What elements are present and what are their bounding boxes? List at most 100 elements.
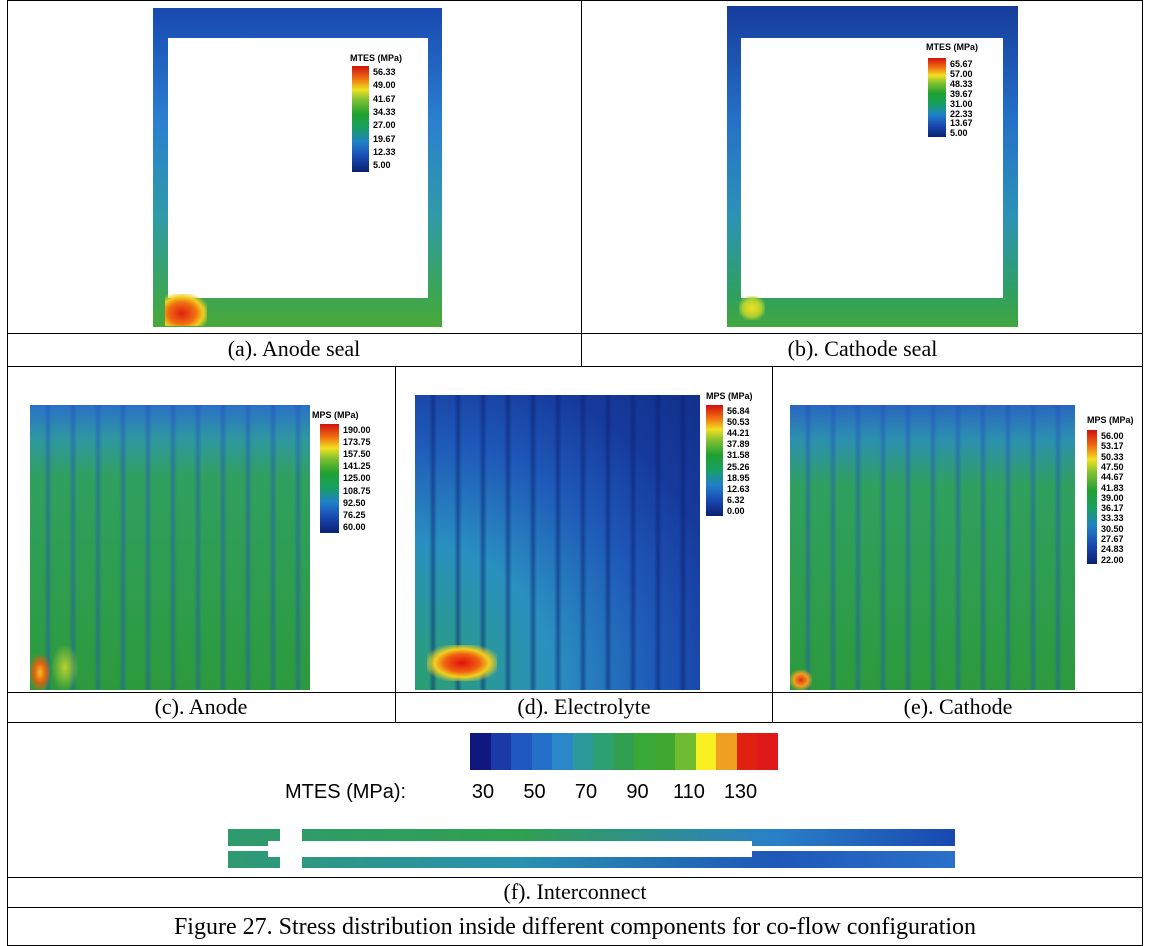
color-block	[716, 733, 737, 770]
legend-label: 30	[471, 781, 495, 803]
legend-color-bar	[1087, 430, 1097, 564]
legend-label: 56.84	[727, 406, 750, 416]
legend-label: 50.33	[1101, 451, 1124, 462]
rule	[7, 692, 1143, 693]
gap	[280, 826, 302, 870]
legend-label: 0.00	[727, 505, 745, 516]
contour-plot	[727, 6, 1018, 327]
legend-label: 13.67	[950, 118, 973, 129]
panel-caption: (d). Electrolyte	[517, 694, 651, 719]
rule	[395, 366, 396, 722]
legend-label: 12.33	[373, 146, 396, 157]
legend-label: 157.50	[343, 449, 371, 460]
contour-plot	[153, 8, 442, 327]
legend-label: 41.83	[1101, 482, 1124, 493]
legend-label: 125.00	[343, 473, 371, 484]
legend-label: 65.67	[950, 59, 973, 69]
rule	[7, 366, 1143, 367]
color-block	[470, 733, 491, 770]
panel-caption: (f). Interconnect	[503, 879, 647, 904]
contour-plot	[415, 395, 700, 690]
legend-label: 34.33	[373, 106, 396, 117]
color-block	[572, 733, 594, 770]
color-block	[675, 733, 696, 770]
legend-label: 6.32	[727, 494, 745, 505]
legend-title: MPS (MPa)	[312, 410, 359, 420]
legend-label: 108.75	[343, 485, 371, 496]
legend-label: 49.00	[373, 80, 396, 91]
legend-label: 18.95	[727, 472, 750, 483]
legend-label: 44.67	[1101, 472, 1124, 483]
rule	[581, 0, 582, 366]
color-block	[511, 733, 532, 770]
panel-caption: (b). Cathode seal	[787, 336, 938, 361]
color-block	[695, 733, 717, 770]
rule	[772, 366, 773, 722]
legend-label: 36.17	[1101, 503, 1124, 514]
legend-label: 39.00	[1101, 492, 1124, 503]
legend-label: 5.00	[950, 128, 968, 139]
color-block	[531, 733, 553, 770]
legend-label: 5.00	[373, 160, 391, 171]
legend-label: 190.00	[343, 425, 371, 435]
legend-title: MTES (MPa)	[926, 42, 979, 52]
legend-label: 22.00	[1101, 554, 1124, 565]
legend-label: 24.83	[1101, 544, 1124, 555]
panel-caption: (e). Cathode	[903, 694, 1013, 719]
legend-label: 22.33	[950, 108, 973, 119]
color-block	[654, 733, 676, 770]
legend-color-bar	[352, 66, 369, 173]
legend-label: 44.21	[727, 428, 750, 439]
legend-label: 25.26	[727, 461, 750, 472]
legend-label: 56.33	[373, 67, 396, 77]
color-block	[552, 733, 573, 770]
legend-label: 48.33	[950, 78, 973, 89]
legend-label: 90	[626, 781, 649, 803]
rule	[7, 877, 1143, 878]
legend-label: 12.63	[727, 483, 750, 494]
legend-label: 41.67	[373, 93, 396, 104]
rule	[7, 907, 1143, 908]
legend-label: 37.89	[727, 439, 750, 450]
figure-caption: Figure 27. Stress distribution inside di…	[173, 914, 977, 940]
legend-label: 57.00	[950, 68, 973, 79]
color-bar	[470, 733, 778, 770]
legend-label: 27.67	[1101, 534, 1124, 544]
legend-label: 50	[523, 781, 546, 803]
legend-label: 110	[673, 781, 705, 803]
legend-color-bar	[706, 405, 723, 516]
contour-plot	[790, 405, 1075, 690]
legend-label: 53.17	[1101, 441, 1124, 452]
color-block	[634, 733, 655, 770]
legend-label: 70	[574, 781, 598, 803]
legend-label: 130	[723, 781, 758, 803]
legend-label: 76.25	[343, 509, 366, 520]
legend-label: 19.67	[373, 133, 396, 144]
color-block	[757, 733, 778, 770]
legend-label: 50.53	[727, 417, 750, 428]
panel-caption: (a). Anode seal	[227, 336, 361, 361]
legend-title: MTES (MPa)	[350, 53, 403, 63]
color-block	[613, 733, 635, 770]
legend-label: 60.00	[343, 521, 366, 532]
legend-title: MPS (MPa)	[706, 391, 753, 401]
color-block	[490, 733, 512, 770]
legend-label: 31.58	[727, 450, 750, 461]
legend-label: 141.25	[343, 461, 371, 472]
legend-label: 30.50	[1101, 523, 1124, 534]
legend-label: 92.50	[343, 497, 366, 508]
color-block	[593, 733, 614, 770]
rule	[7, 722, 1143, 723]
legend-label: 56.00	[1101, 431, 1124, 441]
legend-color-bar	[928, 58, 946, 138]
panel-caption: (c). Anode	[154, 694, 248, 719]
contour-plot	[30, 405, 310, 690]
legend-label: 47.50	[1101, 461, 1124, 472]
color-block	[736, 733, 758, 770]
legend-label: 27.00	[373, 120, 396, 131]
legend-title: MPS (MPa)	[1087, 415, 1134, 425]
rule	[7, 333, 1143, 334]
legend-label: 33.33	[1101, 513, 1124, 524]
legend-label: 173.75	[343, 437, 371, 448]
